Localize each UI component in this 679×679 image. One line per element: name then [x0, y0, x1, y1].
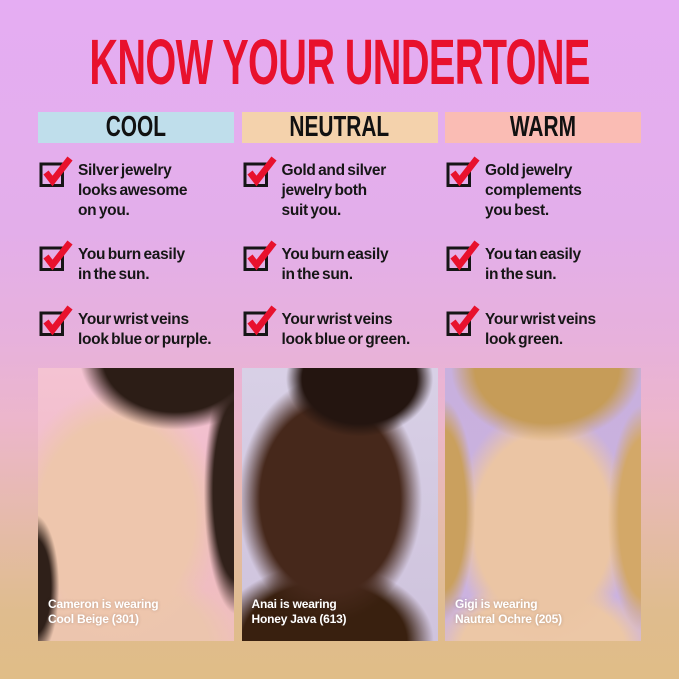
checklist-item: Silver jewelry looks awesome on you.	[38, 156, 234, 240]
checked-checkbox-icon	[243, 156, 277, 187]
model-photo-neutral: Anai is wearing Honey Java (613)	[241, 368, 438, 641]
checklist-warm: Gold jewelry complements you best. You t…	[445, 143, 641, 368]
column-header-neutral-label: NEUTRAL	[289, 111, 390, 143]
checklist-item-text: Gold jewelry complements you best.	[485, 162, 582, 219]
checked-checkbox-icon	[39, 305, 73, 336]
model-photo-warm: Gigi is wearing Nautral Ochre (205)	[445, 368, 641, 641]
column-header-cool: COOL	[38, 112, 234, 143]
column-header-warm-label: WARM	[509, 111, 577, 143]
checklist-item: You burn easily in the sun.	[38, 240, 234, 305]
checklist-item-text: You burn easily in the sun.	[78, 246, 185, 283]
checklist-item-text: Your wrist veins look blue or purple.	[78, 311, 212, 348]
photo-caption: Gigi is wearing Nautral Ochre (205)	[455, 596, 562, 627]
checklist-item-text: Gold and silver jewelry both suit you.	[281, 162, 387, 219]
undertone-columns: COOL Silver jewelry looks awesome on you…	[38, 112, 641, 641]
checklist-item: Your wrist veins look blue or green.	[242, 305, 438, 350]
photo-caption: Cameron is wearing Cool Beige (301)	[48, 596, 159, 627]
checklist-item: You tan easily in the sun.	[445, 240, 641, 305]
checklist-cool: Silver jewelry looks awesome on you. You…	[38, 143, 234, 368]
checklist-item-text: You burn easily in the sun.	[281, 246, 389, 283]
checklist-item-text: Silver jewelry looks awesome on you.	[78, 162, 188, 219]
column-header-neutral: NEUTRAL	[241, 111, 438, 143]
photo-caption: Anai is wearing Honey Java (613)	[251, 596, 347, 627]
checked-checkbox-icon	[243, 240, 277, 271]
checklist-neutral: Gold and silver jewelry both suit you. Y…	[242, 143, 438, 368]
checked-checkbox-icon	[243, 305, 277, 336]
checklist-item-text: Your wrist veins look blue or green.	[281, 311, 411, 348]
checklist-item: Your wrist veins look green.	[445, 305, 641, 350]
checked-checkbox-icon	[39, 240, 73, 271]
checklist-item: Your wrist veins look blue or purple.	[38, 305, 234, 350]
page-title-row: KNOW YOUR UNDERTONE	[0, 30, 679, 94]
column-neutral: NEUTRAL Gold and silver jewelry both sui…	[241, 111, 438, 641]
checked-checkbox-icon	[446, 156, 480, 187]
checklist-item: Gold jewelry complements you best.	[445, 156, 641, 240]
column-cool: COOL Silver jewelry looks awesome on you…	[38, 112, 234, 641]
checklist-item: You burn easily in the sun.	[242, 240, 438, 305]
checked-checkbox-icon	[446, 305, 480, 336]
column-header-cool-label: COOL	[105, 111, 167, 143]
checklist-item-text: Your wrist veins look green.	[485, 311, 596, 348]
checked-checkbox-icon	[446, 240, 480, 271]
checklist-item: Gold and silver jewelry both suit you.	[242, 156, 438, 240]
model-photo-cool: Cameron is wearing Cool Beige (301)	[38, 368, 234, 641]
checklist-item-text: You tan easily in the sun.	[485, 246, 581, 283]
column-warm: WARM Gold jewelry complements you best. …	[445, 112, 641, 641]
page-title: KNOW YOUR UNDERTONE	[89, 26, 590, 98]
column-header-warm: WARM	[445, 112, 641, 143]
checked-checkbox-icon	[39, 156, 73, 187]
